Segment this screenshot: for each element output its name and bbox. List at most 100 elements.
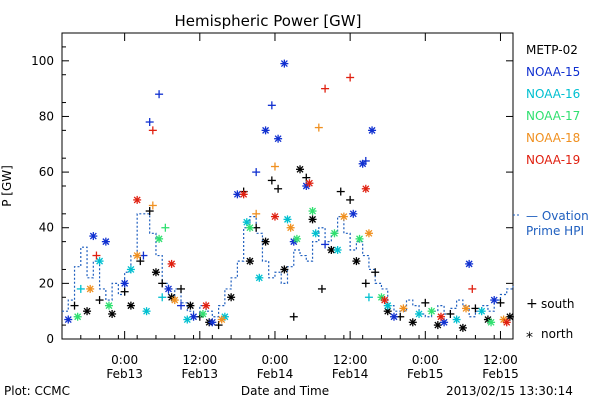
north-point-metp-02 [126,301,135,310]
plot-credit: Plot: CCMC [4,384,70,398]
south-point-noaa-19 [148,126,157,135]
marker-stroke [155,235,163,243]
north-point-noaa-17 [427,307,436,316]
north-point-noaa-18 [133,251,142,260]
marker-stroke [240,190,248,198]
south-point-metp-02 [421,298,430,307]
north-point-noaa-18 [286,223,295,232]
north-point-noaa-15 [368,126,377,135]
marker-stroke [462,304,470,312]
south-point-noaa-19 [468,284,477,293]
x-tick-date: Feb13 [182,367,219,381]
marker-stroke [280,60,288,68]
plot-timestamp: 2013/02/15 13:30:14 [446,384,573,398]
north-point-noaa-16 [142,307,151,316]
marker-stroke [199,310,207,318]
marker-stroke [352,257,360,265]
south-point-noaa-15 [145,118,154,127]
x-tick-date: Feb13 [106,367,143,381]
legend-ovation: — Ovation [526,209,589,223]
y-tick-label: 0 [46,332,54,346]
south-point-metp-02 [70,301,79,310]
marker-stroke [89,232,97,240]
marker-stroke [152,268,160,276]
north-point-noaa-17 [355,234,364,243]
marker-stroke [453,316,461,323]
marker-stroke [434,321,442,329]
marker-stroke [127,302,135,310]
y-tick-label: 100 [31,54,54,68]
plot-frame [61,32,514,340]
north-point-noaa-17 [292,234,301,243]
south-point-noaa-15 [361,156,370,165]
marker-stroke [340,213,348,221]
north-point-noaa-15 [389,312,398,321]
marker-key-symbol: + [526,296,538,312]
north-point-metp-02 [186,301,195,310]
south-point-metp-02 [302,173,311,182]
south-point-metp-02 [471,304,480,313]
marker-stroke [287,224,295,232]
y-axis: 0 20 40 60 80 100 [31,46,513,346]
north-point-metp-02 [505,312,514,321]
south-point-noaa-15 [177,301,186,310]
marker-stroke [64,316,72,323]
marker-key-label: north [541,327,573,341]
north-point-noaa-18 [462,304,471,313]
south-point-noaa-15 [252,168,261,177]
south-point-metp-02 [371,268,380,277]
x-tick-time: 0:00 [111,353,138,367]
marker-stroke [390,313,398,321]
north-point-metp-02 [433,321,442,330]
south-point-noaa-16 [158,293,167,302]
marker-stroke [186,302,194,310]
marker-stroke [165,285,172,293]
marker-stroke [399,304,407,312]
marker-stroke [490,296,498,304]
north-point-metp-02 [151,268,160,277]
marker-key-symbol: * [526,330,533,346]
legend-entry: NOAA-19 [526,153,580,167]
marker-stroke [143,307,151,315]
x-axis-label: Date and Time [241,384,329,398]
south-point-metp-02 [145,207,154,216]
north-point-noaa-15 [440,318,449,327]
north-point-noaa-19 [380,296,389,305]
marker-stroke [359,160,367,168]
y-axis-label: P [GW] [0,165,14,207]
south-point-noaa-16 [364,293,373,302]
north-point-metp-02 [408,318,417,327]
marker-stroke [86,285,94,293]
marker-stroke [478,307,486,315]
marker-stroke [365,229,373,237]
south-point-noaa-17 [161,223,170,232]
north-point-metp-02 [108,309,117,318]
north-point-noaa-16 [311,229,320,238]
north-point-noaa-19 [361,184,370,193]
marker-stroke [305,179,313,187]
x-tick-date: Feb15 [482,367,519,381]
north-point-noaa-16 [383,301,392,310]
north-point-metp-02 [83,307,92,316]
marker-stroke [202,302,210,310]
north-point-noaa-19 [239,190,248,199]
north-point-noaa-15 [164,284,173,293]
marker-stroke [183,316,191,323]
marker-stroke [208,318,216,326]
legend-entry: NOAA-18 [526,131,580,145]
south-point-metp-02 [446,309,455,318]
south-point-metp-02 [274,184,283,193]
marker-stroke [356,235,363,243]
south-point-noaa-15 [321,240,330,249]
marker-stroke [487,318,495,326]
marker-stroke [381,296,389,304]
marker-stroke [102,238,110,246]
north-point-metp-02 [245,257,254,266]
south-point-metp-02 [336,187,345,196]
north-point-noaa-19 [133,195,142,204]
marker-stroke [262,126,270,134]
north-point-noaa-19 [502,318,511,327]
south-point-metp-02 [267,176,276,185]
x-axis: 0:00Feb1312:00Feb130:00Feb1412:00Feb140:… [61,33,519,381]
y-tick-label: 20 [39,276,54,290]
